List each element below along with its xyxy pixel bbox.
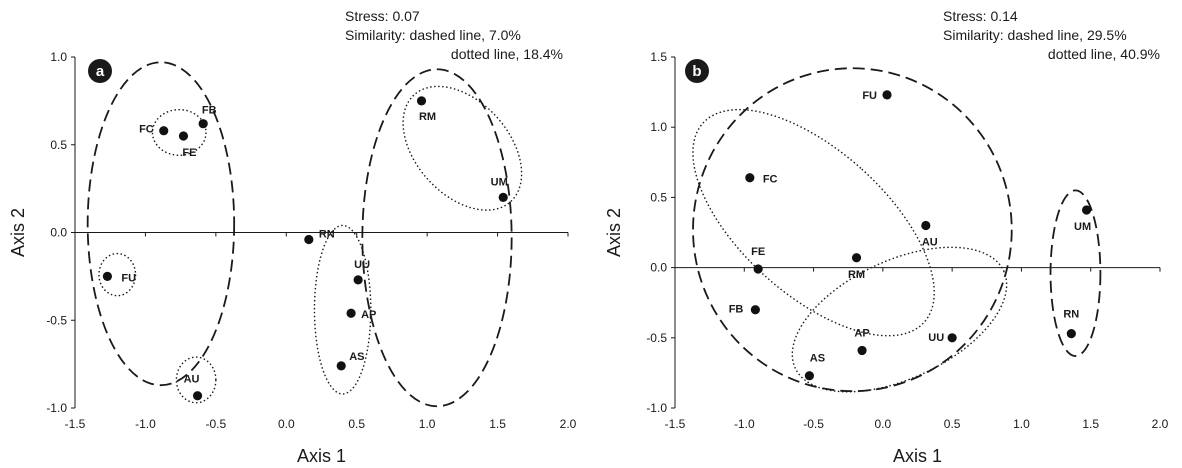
point-label-fc: FC — [139, 124, 154, 136]
dashed-group-outline — [1049, 189, 1102, 357]
point-as — [804, 371, 815, 381]
point-fe — [178, 131, 189, 141]
point-label-fb: FB — [729, 304, 744, 316]
point-label-fe: FE — [182, 147, 196, 159]
x-tick-label: -0.5 — [803, 417, 824, 431]
dotted-group-outline — [98, 252, 137, 297]
point-rm — [851, 253, 862, 263]
x-tick-label: -1.5 — [665, 417, 686, 431]
x-tick-label: 2.0 — [1152, 417, 1169, 431]
point-label-rm: RM — [419, 111, 436, 123]
dotted-annotation: dotted line, 18.4% — [451, 46, 563, 62]
point-um — [1081, 205, 1092, 215]
dotted-group-outline — [402, 85, 523, 211]
x-tick-label: 2.0 — [560, 417, 577, 431]
y-tick-label: 1.5 — [650, 50, 667, 64]
point-rn — [304, 234, 314, 245]
y-tick-label: 0.5 — [50, 138, 67, 152]
dotted-annotation: dotted line, 40.9% — [1048, 46, 1160, 62]
dashed-group-outline — [692, 67, 1013, 393]
x-tick-label: 1.5 — [489, 417, 506, 431]
point-label-fe: FE — [751, 246, 765, 258]
point-ap — [346, 308, 356, 318]
y-tick-label: 0.0 — [650, 261, 667, 275]
x-tick-label: 1.0 — [1013, 417, 1030, 431]
x-tick-label: 0.0 — [278, 417, 295, 431]
x-tick-label: -1.5 — [65, 417, 86, 431]
y-tick-label: 0.5 — [650, 190, 667, 204]
x-tick-label: -0.5 — [206, 417, 227, 431]
dashed-group-outline — [86, 61, 236, 387]
stress-annotation: Stress: 0.14 — [943, 8, 1018, 24]
panel-letter-badge — [685, 59, 709, 83]
point-label-uu: UU — [354, 259, 370, 271]
point-label-rm: RM — [848, 269, 865, 281]
y-tick-label: -0.5 — [46, 313, 67, 327]
dotted-group-outline — [151, 108, 207, 156]
point-label-au: AU — [184, 374, 200, 386]
panel-letter: b — [692, 63, 701, 80]
point-label-as: AS — [349, 351, 364, 363]
x-tick-label: 0.5 — [348, 417, 365, 431]
point-label-au: AU — [922, 236, 938, 248]
x-tick-label: -1.0 — [734, 417, 755, 431]
y-tick-label: 1.0 — [650, 120, 667, 134]
point-rm — [416, 96, 427, 106]
dotted-group-outline — [175, 356, 217, 404]
point-uu — [947, 333, 957, 343]
y-tick-label: -1.0 — [46, 401, 67, 415]
similarity-annotation: Similarity: dashed line, 7.0% — [345, 27, 521, 43]
panel-a: -1.5 -1.0 -0.5 0.0 0.5 1.0 1.5 2.0 -1.0 -0.5 0.0 0.… — [8, 8, 577, 466]
dashed-group-outline — [361, 68, 513, 408]
x-tick-label: -1.0 — [135, 417, 156, 431]
x-axis-title: Axis 1 — [297, 446, 346, 466]
point-rn — [1066, 328, 1076, 339]
point-label-ap: AP — [854, 327, 869, 339]
point-as — [336, 361, 346, 371]
point-fu — [882, 90, 892, 100]
panel-b: -1.5 -1.0 -0.5 0.0 0.5 1.0 1.5 2.0 -1.0 -0.5 0.0 0.… — [604, 8, 1169, 466]
point-label-rn: RN — [319, 229, 335, 241]
point-label-fu: FU — [121, 272, 136, 284]
point-label-uu: UU — [928, 332, 944, 344]
point-label-fc: FC — [763, 174, 778, 186]
similarity-annotation: Similarity: dashed line, 29.5% — [943, 27, 1127, 43]
y-tick-label: 0.0 — [50, 226, 67, 240]
point-label-um: UM — [1074, 221, 1091, 233]
dotted-group-outline — [313, 224, 372, 395]
point-fe — [753, 264, 763, 274]
x-tick-label: 1.5 — [1082, 417, 1099, 431]
point-label-um: UM — [491, 176, 508, 188]
y-tick-label: -0.5 — [646, 331, 667, 345]
dotted-group-outline — [791, 246, 1008, 393]
y-axis-title: Axis 2 — [8, 208, 28, 257]
point-ap — [857, 345, 867, 356]
x-tick-label: 0.5 — [944, 417, 961, 431]
x-tick-label: 0.0 — [875, 417, 892, 431]
point-fu — [102, 271, 112, 281]
panel-letter: a — [96, 63, 105, 80]
x-axis-title: Axis 1 — [893, 446, 942, 466]
point-fc — [159, 126, 169, 136]
point-fb — [198, 119, 208, 129]
x-tick-label: 1.0 — [419, 417, 436, 431]
point-um — [498, 192, 508, 202]
point-label-fu: FU — [862, 90, 877, 102]
point-label-as: AS — [810, 353, 825, 365]
y-tick-label: 1.0 — [50, 50, 67, 64]
point-fb — [750, 305, 760, 315]
panel-letter-badge — [88, 59, 112, 83]
y-tick-label: -1.0 — [646, 401, 667, 415]
stress-annotation: Stress: 0.07 — [345, 8, 420, 24]
point-fc — [745, 173, 755, 183]
point-label-ap: AP — [361, 309, 376, 321]
point-label-fb: FB — [202, 105, 217, 117]
point-au — [192, 391, 203, 401]
point-uu — [353, 275, 363, 285]
point-label-rn: RN — [1063, 309, 1079, 321]
point-au — [921, 220, 931, 231]
y-axis-title: Axis 2 — [604, 208, 624, 257]
